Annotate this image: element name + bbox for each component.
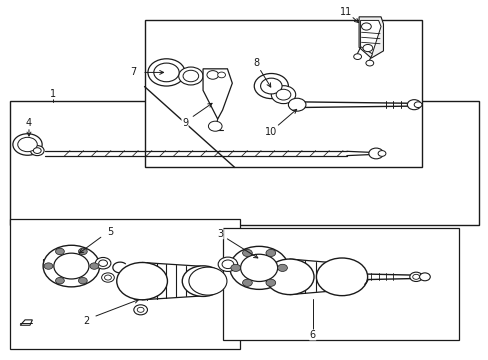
Text: 5: 5 xyxy=(107,227,113,237)
Circle shape xyxy=(178,67,203,85)
Text: 9: 9 xyxy=(182,118,188,128)
Circle shape xyxy=(412,274,419,279)
Bar xyxy=(10,220,239,348)
Circle shape xyxy=(230,264,240,271)
Text: 2: 2 xyxy=(83,316,89,325)
Circle shape xyxy=(413,102,421,108)
Circle shape xyxy=(137,307,144,312)
Circle shape xyxy=(154,63,179,82)
Circle shape xyxy=(265,259,313,294)
Circle shape xyxy=(44,263,53,269)
Circle shape xyxy=(56,278,64,284)
Text: 8: 8 xyxy=(253,58,259,68)
Circle shape xyxy=(254,73,288,99)
Circle shape xyxy=(54,253,89,279)
Circle shape xyxy=(134,305,147,315)
Circle shape xyxy=(208,121,222,131)
Circle shape xyxy=(102,273,114,282)
Circle shape xyxy=(183,70,198,82)
Bar xyxy=(144,21,422,167)
Circle shape xyxy=(265,249,275,257)
Circle shape xyxy=(229,246,288,289)
Circle shape xyxy=(18,137,37,152)
Circle shape xyxy=(242,249,252,257)
Circle shape xyxy=(419,273,429,281)
Text: 11: 11 xyxy=(339,7,351,17)
Circle shape xyxy=(78,248,87,255)
Circle shape xyxy=(78,278,87,284)
Text: 7: 7 xyxy=(130,67,136,77)
Circle shape xyxy=(104,275,111,280)
Circle shape xyxy=(95,257,111,269)
Circle shape xyxy=(188,267,226,295)
Circle shape xyxy=(361,23,370,30)
Text: 10: 10 xyxy=(264,127,277,136)
Polygon shape xyxy=(360,21,380,54)
Circle shape xyxy=(288,98,305,111)
Text: 6: 6 xyxy=(309,330,315,340)
Circle shape xyxy=(217,72,225,78)
Circle shape xyxy=(148,59,184,86)
Text: 3: 3 xyxy=(217,229,223,239)
Circle shape xyxy=(206,71,218,79)
Bar xyxy=(222,228,458,339)
Circle shape xyxy=(353,54,361,59)
Polygon shape xyxy=(358,17,383,58)
Circle shape xyxy=(271,86,295,104)
Circle shape xyxy=(276,89,290,100)
Circle shape xyxy=(30,145,44,156)
Circle shape xyxy=(117,262,167,300)
Circle shape xyxy=(368,148,383,159)
Text: 1: 1 xyxy=(50,89,56,99)
Circle shape xyxy=(365,60,373,66)
Circle shape xyxy=(218,257,237,271)
Circle shape xyxy=(265,279,275,286)
Circle shape xyxy=(240,254,277,282)
Circle shape xyxy=(316,258,367,296)
Circle shape xyxy=(242,279,252,286)
Circle shape xyxy=(277,264,287,271)
Circle shape xyxy=(362,44,372,51)
Circle shape xyxy=(222,260,233,269)
Circle shape xyxy=(43,245,100,287)
Circle shape xyxy=(377,150,385,156)
Circle shape xyxy=(407,100,420,110)
Circle shape xyxy=(56,248,64,255)
Polygon shape xyxy=(203,69,232,119)
Circle shape xyxy=(182,266,224,296)
Circle shape xyxy=(90,263,99,269)
Circle shape xyxy=(409,272,422,282)
Polygon shape xyxy=(20,320,32,325)
Circle shape xyxy=(33,148,41,153)
Circle shape xyxy=(99,260,107,266)
Circle shape xyxy=(13,134,42,155)
Text: 4: 4 xyxy=(26,118,32,128)
Bar xyxy=(10,101,478,225)
Circle shape xyxy=(260,78,282,94)
